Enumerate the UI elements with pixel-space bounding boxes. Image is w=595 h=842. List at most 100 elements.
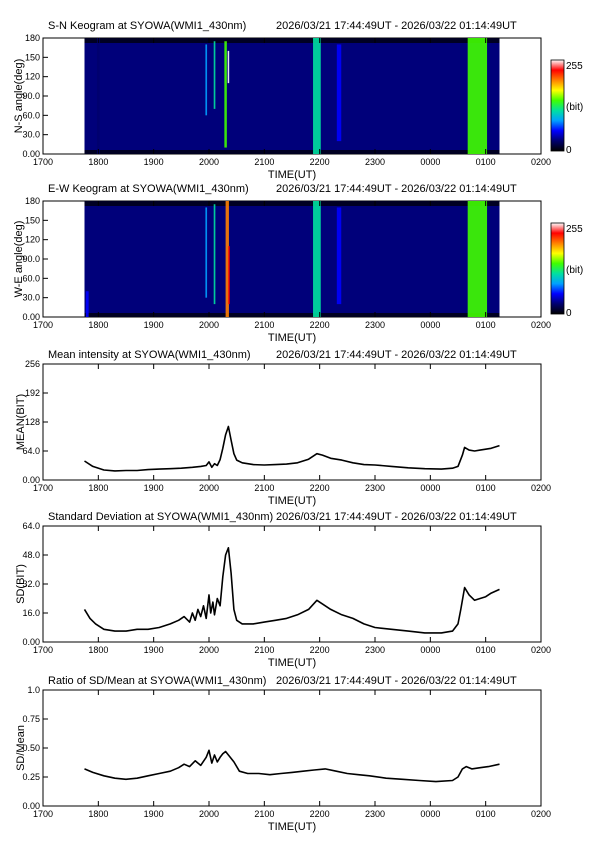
panel-title: S-N Keogram at SYOWA(WMI1_430nm) bbox=[48, 20, 246, 32]
panel-title: Ratio of SD/Mean at SYOWA(WMI1_430nm) bbox=[48, 675, 266, 687]
colorbar-min-label: 0 bbox=[566, 308, 572, 319]
colorbar-max-label: 255 bbox=[566, 61, 583, 72]
y-tick-label: 0.25 bbox=[22, 772, 40, 782]
x-tick-label: 0100 bbox=[476, 809, 496, 819]
keogram-feature bbox=[313, 38, 321, 154]
x-tick-label: 0100 bbox=[476, 320, 496, 330]
keogram-feature bbox=[205, 207, 208, 298]
x-tick-label: 2100 bbox=[254, 645, 274, 655]
x-tick-label: 0000 bbox=[420, 320, 440, 330]
keogram-feature bbox=[467, 38, 488, 154]
panel-ew-keogram: E-W Keogram at SYOWA(WMI1_430nm) 2026/03… bbox=[13, 183, 583, 344]
y-axis: 0.00 64.0 128 192 256 bbox=[22, 359, 48, 485]
keogram-feature bbox=[213, 204, 216, 305]
x-tick-label: 0200 bbox=[531, 320, 551, 330]
plot-frame bbox=[42, 363, 542, 481]
colorbar-unit-label: (bit) bbox=[566, 265, 583, 276]
x-axis-label: TIME(UT) bbox=[268, 332, 316, 344]
series-line bbox=[84, 425, 500, 472]
x-tick-label: 2100 bbox=[254, 320, 274, 330]
keogram-edge-top bbox=[84, 201, 500, 206]
y-tick-label: 0.75 bbox=[22, 714, 40, 724]
x-tick-label: 0000 bbox=[420, 645, 440, 655]
x-tick-label: 1900 bbox=[144, 645, 164, 655]
y-tick-label: 192 bbox=[25, 388, 40, 398]
x-axis: 1700 1800 1900 2000 2100 2200 2300 0000 0100 0200 bbox=[33, 526, 551, 655]
y-tick-label: 0.00 bbox=[22, 149, 40, 159]
data-line bbox=[83, 546, 500, 634]
x-tick-label: 1800 bbox=[88, 645, 108, 655]
x-tick-label: 2300 bbox=[365, 320, 385, 330]
x-tick-label: 2200 bbox=[310, 645, 330, 655]
y-tick-label: 60.0 bbox=[22, 273, 40, 283]
series-line bbox=[83, 546, 500, 634]
panel-time-range: 2026/03/21 17:44:49UT - 2026/03/22 01:14… bbox=[276, 511, 517, 523]
y-tick-label: 180 bbox=[25, 196, 40, 206]
keogram-feature bbox=[313, 201, 321, 317]
series-line bbox=[84, 749, 500, 783]
keogram-background bbox=[84, 38, 500, 154]
y-axis-label: SD(BIT) bbox=[15, 564, 27, 604]
keogram-feature bbox=[336, 207, 342, 305]
x-tick-label: 2300 bbox=[365, 157, 385, 167]
y-tick-label: 60.0 bbox=[22, 110, 40, 120]
y-tick-label: 0.00 bbox=[22, 475, 40, 485]
x-tick-label: 1700 bbox=[33, 157, 53, 167]
panel-time-range: 2026/03/21 17:44:49UT - 2026/03/22 01:14… bbox=[276, 183, 517, 195]
y-tick-label: 48.0 bbox=[22, 550, 40, 560]
y-axis: 0.00 16.0 32.0 48.0 64.0 bbox=[22, 521, 48, 647]
keogram-feature bbox=[336, 44, 342, 142]
y-axis: 0.00 0.25 0.50 0.75 1.0 bbox=[22, 685, 48, 811]
x-tick-label: 2300 bbox=[365, 645, 385, 655]
x-tick-label: 1800 bbox=[88, 483, 108, 493]
y-tick-label: 0.00 bbox=[22, 637, 40, 647]
panel-time-range: 2026/03/21 17:44:49UT - 2026/03/22 01:14… bbox=[276, 675, 517, 687]
x-tick-label: 1700 bbox=[33, 809, 53, 819]
y-tick-label: 180 bbox=[25, 33, 40, 43]
data-line bbox=[84, 425, 500, 472]
x-tick-label: 0000 bbox=[420, 483, 440, 493]
x-axis-label: TIME(UT) bbox=[268, 657, 316, 669]
x-tick-label: 2000 bbox=[199, 157, 219, 167]
x-tick-label: 2100 bbox=[254, 157, 274, 167]
y-tick-label: 150 bbox=[25, 215, 40, 225]
x-tick-label: 1900 bbox=[144, 483, 164, 493]
x-tick-label: 2200 bbox=[310, 483, 330, 493]
keogram-edge-bottom bbox=[84, 313, 500, 317]
y-tick-label: 120 bbox=[25, 235, 40, 245]
y-tick-label: 90.0 bbox=[22, 91, 40, 101]
y-axis: 0.00 30.0 60.0 90.0 120 150 180 bbox=[22, 33, 48, 159]
y-tick-label: 1.0 bbox=[27, 685, 40, 695]
x-tick-label: 2300 bbox=[365, 483, 385, 493]
x-tick-label: 0100 bbox=[476, 645, 496, 655]
x-tick-label: 0000 bbox=[420, 157, 440, 167]
y-axis-label: SD/Mean bbox=[15, 725, 27, 771]
colorbar bbox=[550, 222, 565, 315]
keogram-feature bbox=[96, 38, 100, 154]
keogram-image bbox=[84, 38, 500, 154]
x-tick-label: 1800 bbox=[88, 157, 108, 167]
x-tick-label: 1700 bbox=[33, 483, 53, 493]
x-tick-label: 0200 bbox=[531, 483, 551, 493]
x-axis-label: TIME(UT) bbox=[268, 495, 316, 507]
x-tick-label: 2100 bbox=[254, 809, 274, 819]
y-axis: 0.00 30.0 60.0 90.0 120 150 180 bbox=[22, 196, 48, 322]
x-axis: 1700 1800 1900 2000 2100 2200 2300 0000 0100 0200 bbox=[33, 690, 551, 819]
x-tick-label: 2200 bbox=[310, 809, 330, 819]
x-tick-label: 0200 bbox=[531, 809, 551, 819]
data-line bbox=[84, 749, 500, 783]
keogram-feature bbox=[85, 291, 89, 317]
x-tick-label: 0200 bbox=[531, 157, 551, 167]
y-tick-label: 64.0 bbox=[22, 446, 40, 456]
panel-title: Standard Deviation at SYOWA(WMI1_430nm) bbox=[48, 511, 273, 523]
y-tick-label: 16.0 bbox=[22, 608, 40, 618]
y-tick-label: 32.0 bbox=[22, 579, 40, 589]
keogram-feature bbox=[213, 41, 216, 109]
keogram-background bbox=[84, 201, 500, 317]
x-axis-label: TIME(UT) bbox=[268, 821, 316, 833]
colorbar-unit-label: (bit) bbox=[566, 102, 583, 113]
colorbar-min-label: 0 bbox=[566, 145, 572, 156]
y-tick-label: 120 bbox=[25, 72, 40, 82]
panel-title: Mean intensity at SYOWA(WMI1_430nm) bbox=[48, 349, 251, 361]
